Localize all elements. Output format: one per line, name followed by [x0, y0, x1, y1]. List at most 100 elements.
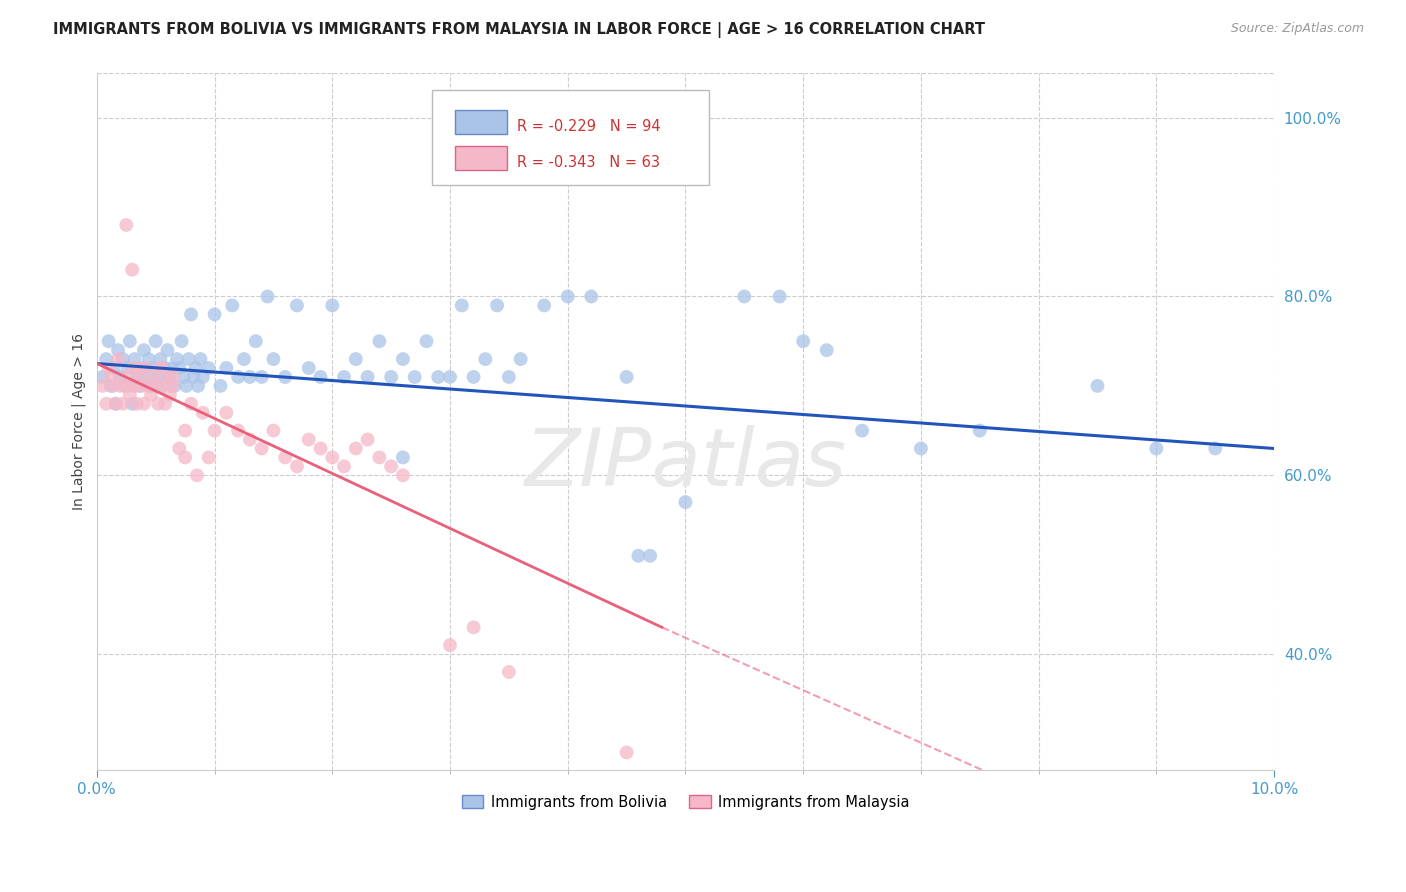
Point: [132, 343, 155, 358]
Point: [769, 289, 792, 303]
Point: [103, 361, 125, 376]
Point: [1204, 442, 1226, 456]
Point: [498, 370, 520, 384]
Point: [145, 379, 167, 393]
Point: [404, 370, 426, 384]
Point: [107, 352, 129, 367]
Point: [792, 334, 814, 349]
Point: [117, 379, 139, 393]
Point: [190, 352, 212, 367]
Point: [96, 352, 118, 367]
Point: [285, 459, 308, 474]
Point: [162, 370, 184, 384]
Point: [344, 442, 367, 456]
Point: [380, 459, 402, 474]
Point: [333, 459, 356, 474]
Point: [815, 343, 838, 358]
Point: [139, 379, 162, 393]
Point: [910, 442, 932, 456]
Point: [191, 406, 214, 420]
Point: [486, 298, 509, 312]
Point: [262, 352, 284, 367]
Point: [197, 450, 219, 465]
Point: [91, 370, 114, 384]
Point: [256, 289, 278, 303]
Point: [152, 379, 174, 393]
Point: [160, 361, 183, 376]
Point: [118, 334, 141, 349]
Point: [132, 397, 155, 411]
Point: [239, 433, 262, 447]
Point: [103, 379, 125, 393]
Point: [127, 361, 149, 376]
Point: [167, 442, 190, 456]
Point: [1144, 442, 1167, 456]
Point: [638, 549, 661, 563]
Point: [124, 352, 146, 367]
Point: [245, 334, 267, 349]
Point: [274, 450, 297, 465]
Point: [368, 450, 391, 465]
Point: [204, 307, 226, 321]
Point: [392, 352, 415, 367]
Point: [159, 388, 181, 402]
Point: [463, 370, 485, 384]
Point: [262, 424, 284, 438]
Point: [186, 468, 208, 483]
Point: [380, 370, 402, 384]
Point: [215, 361, 238, 376]
Point: [733, 289, 755, 303]
Point: [392, 468, 415, 483]
Point: [104, 397, 127, 411]
Point: [121, 262, 143, 277]
Point: [474, 352, 496, 367]
Point: [180, 397, 202, 411]
FancyBboxPatch shape: [454, 146, 506, 169]
Point: [170, 334, 193, 349]
Point: [145, 334, 167, 349]
Point: [149, 352, 172, 367]
Point: [439, 638, 461, 652]
Point: [173, 370, 195, 384]
Point: [533, 298, 555, 312]
Point: [156, 370, 179, 384]
Point: [100, 379, 122, 393]
Point: [184, 361, 207, 376]
Point: [125, 370, 148, 384]
Point: [139, 388, 162, 402]
Point: [180, 307, 202, 321]
Point: [160, 379, 183, 393]
Point: [115, 218, 138, 232]
Point: [616, 746, 638, 760]
Point: [146, 370, 169, 384]
Point: [96, 397, 118, 411]
Point: [176, 379, 198, 393]
Point: [100, 370, 122, 384]
Point: [142, 370, 165, 384]
Point: [274, 370, 297, 384]
Point: [163, 379, 186, 393]
Point: [149, 361, 172, 376]
Point: [167, 361, 190, 376]
Point: [128, 379, 150, 393]
Point: [146, 397, 169, 411]
Point: [368, 334, 391, 349]
Point: [851, 424, 873, 438]
Point: [191, 370, 214, 384]
Point: [498, 665, 520, 679]
Point: [439, 370, 461, 384]
Point: [557, 289, 579, 303]
Point: [150, 361, 173, 376]
Point: [121, 361, 143, 376]
Point: [298, 433, 321, 447]
Point: [250, 442, 273, 456]
Point: [114, 370, 136, 384]
FancyBboxPatch shape: [433, 90, 709, 185]
Point: [117, 361, 139, 376]
Point: [159, 370, 181, 384]
Point: [197, 361, 219, 376]
Point: [675, 495, 697, 509]
Point: [215, 406, 238, 420]
Point: [91, 379, 114, 393]
Point: [135, 370, 157, 384]
